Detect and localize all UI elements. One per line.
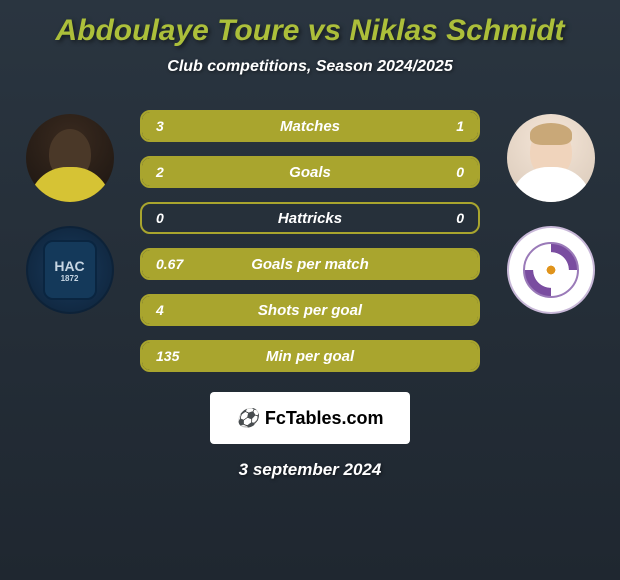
stat-row: 2 Goals 0	[140, 156, 480, 188]
stat-row: 4 Shots per goal	[140, 294, 480, 326]
stat-fill-right	[394, 112, 478, 140]
stat-value-left: 2	[156, 164, 164, 180]
left-player-column: HAC 1872	[17, 106, 122, 314]
stat-row: 3 Matches 1	[140, 110, 480, 142]
stat-row: 0.67 Goals per match	[140, 248, 480, 280]
stat-value-right: 0	[456, 164, 464, 180]
left-club-badge: HAC 1872	[26, 226, 114, 314]
page-subtitle: Club competitions, Season 2024/2025	[0, 58, 620, 106]
stat-value-left: 0.67	[156, 256, 183, 272]
left-player-avatar	[26, 114, 114, 202]
right-player-avatar	[507, 114, 595, 202]
stat-value-left: 3	[156, 118, 164, 134]
stat-value-left: 135	[156, 348, 179, 364]
watermark-icon: ⚽	[236, 408, 258, 429]
stat-fill-left	[142, 112, 394, 140]
left-club-code: HAC	[54, 258, 84, 274]
watermark: ⚽ FcTables.com	[210, 392, 410, 444]
stat-value-right: 1	[456, 118, 464, 134]
comparison-card: Abdoulaye Toure vs Niklas Schmidt Club c…	[0, 0, 620, 480]
watermark-text: FcTables.com	[265, 408, 384, 429]
stat-row: 0 Hattricks 0	[140, 202, 480, 234]
stat-label: Goals	[289, 164, 331, 181]
stat-label: Min per goal	[266, 348, 354, 365]
stat-label: Goals per match	[251, 256, 369, 273]
right-club-badge	[507, 226, 595, 314]
page-title: Abdoulaye Toure vs Niklas Schmidt	[0, 8, 620, 58]
stat-row: 135 Min per goal	[140, 340, 480, 372]
stat-value-left: 0	[156, 210, 164, 226]
date-text: 3 september 2024	[0, 460, 620, 480]
stat-value-right: 0	[456, 210, 464, 226]
stat-label: Hattricks	[278, 210, 342, 227]
left-club-year: 1872	[61, 274, 79, 283]
stat-label: Matches	[280, 118, 340, 135]
stat-value-left: 4	[156, 302, 164, 318]
stats-bars: 3 Matches 1 2 Goals 0 0 Hattricks 0 0.67 Goals per…	[140, 106, 480, 372]
stat-label: Shots per goal	[258, 302, 362, 319]
right-player-column	[498, 106, 603, 314]
comparison-body: HAC 1872 3 Matches 1 2 Goals 0 0 Hattricks 0 0.67…	[0, 106, 620, 372]
